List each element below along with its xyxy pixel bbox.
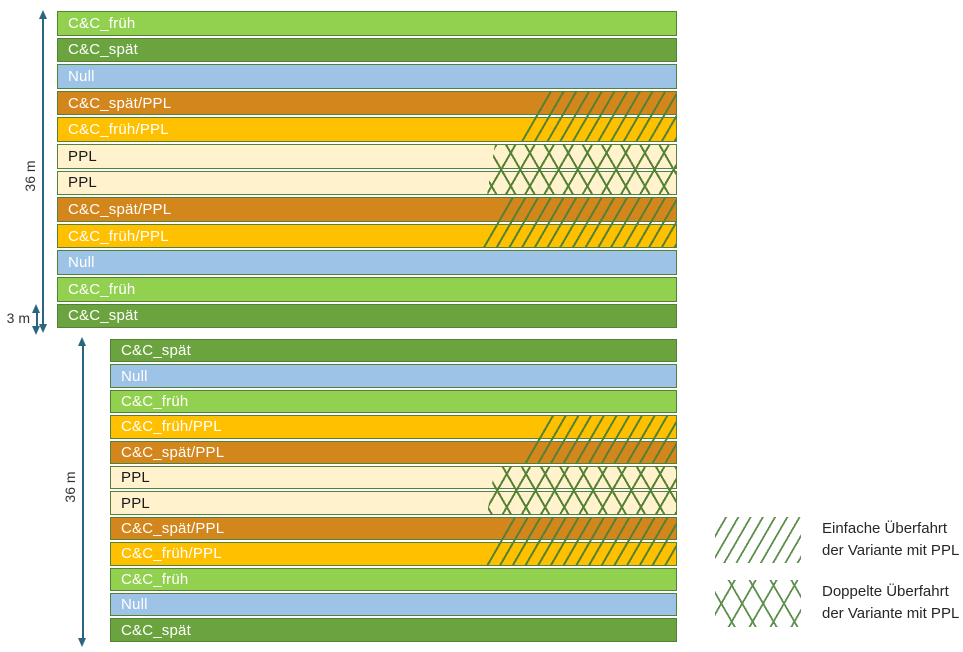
- strip-label: Null: [68, 254, 95, 272]
- strip-label: PPL: [121, 494, 150, 512]
- strip-label: C&C_früh/PPL: [68, 121, 169, 139]
- legend-label-line: der Variante mit PPL: [822, 542, 960, 559]
- legend-label-line: Einfache Überfahrt: [822, 520, 948, 537]
- legend-label-line: der Variante mit PPL: [822, 605, 960, 622]
- strip-ppl: PPL: [110, 466, 677, 490]
- strip-label: PPL: [68, 174, 97, 192]
- arrow-line: [81, 345, 84, 639]
- strip-cc_spaet: C&C_spät: [110, 339, 677, 363]
- cross-hatch-swatch-icon: [715, 580, 801, 627]
- strip-null: Null: [57, 250, 677, 275]
- strip-cc_spaet: C&C_spät: [57, 37, 677, 63]
- strip-label: C&C_spät: [68, 307, 138, 325]
- strip-ppl: PPL: [57, 170, 677, 196]
- arrowhead-up-icon: [38, 10, 47, 19]
- legend: Einfache Überfahrt der Variante mit PPL …: [715, 517, 963, 629]
- arrowhead-down-icon: [78, 638, 86, 647]
- legend-item-single-hatch: Einfache Überfahrt der Variante mit PPL: [715, 517, 963, 563]
- legend-item-cross-hatch: Doppelte Überfahrt der Variante mit PPL: [715, 580, 963, 627]
- legend-label-single: Einfache Überfahrt der Variante mit PPL: [822, 518, 959, 562]
- legend-label-line: Doppelte Überfahrt: [822, 583, 949, 600]
- strip-ppl: PPL: [110, 491, 677, 515]
- strip-label: C&C_früh: [68, 14, 136, 32]
- strip-label: C&C_früh: [121, 570, 189, 588]
- strip-label: Null: [121, 367, 148, 385]
- strip-cc_spaet_ppl: C&C_spät/PPL: [57, 197, 677, 222]
- dimension-arrow-block2: [78, 337, 87, 647]
- arrowhead-up-icon: [78, 337, 86, 346]
- strip-ppl: PPL: [57, 144, 677, 169]
- strip-cc_frueh: C&C_früh: [57, 277, 677, 302]
- strip-cc_frueh: C&C_früh: [110, 567, 677, 591]
- strip-label: C&C_früh: [121, 392, 189, 410]
- strip-null: Null: [110, 593, 677, 617]
- strip-label: C&C_früh/PPL: [121, 418, 222, 436]
- strip-label: C&C_früh/PPL: [121, 545, 222, 563]
- strip-label: Null: [121, 596, 148, 614]
- strip-cc_frueh: C&C_früh: [57, 11, 677, 36]
- arrow-line: [42, 18, 44, 325]
- dimension-label-strip-3m: 3 m: [6, 310, 30, 326]
- strip-label: C&C_spät/PPL: [68, 94, 172, 112]
- strip-label: PPL: [68, 147, 97, 165]
- single-hatch-swatch-icon: [715, 517, 801, 563]
- block-1: C&C_früh C&C_spät Null C&C_spät/PPL C&C_früh…: [57, 11, 677, 330]
- strip-label: C&C_früh/PPL: [68, 227, 169, 245]
- strip-cc_frueh_ppl: C&C_früh/PPL: [57, 117, 677, 142]
- strip-null: Null: [110, 364, 677, 388]
- strip-label: C&C_spät/PPL: [68, 200, 172, 218]
- strip-label: C&C_spät: [68, 41, 138, 59]
- strip-null: Null: [57, 64, 677, 89]
- dimension-label-block2-36m: 36 m: [62, 471, 78, 503]
- dimension-label-block1-36m: 36 m: [22, 160, 38, 192]
- strip-cc_frueh_ppl: C&C_früh/PPL: [110, 542, 677, 566]
- strip-cc_spaet_ppl: C&C_spät/PPL: [110, 440, 677, 464]
- dimension-arrow-strip: [32, 304, 41, 335]
- strip-cc_frueh: C&C_früh: [110, 389, 677, 414]
- strip-label: C&C_früh: [68, 280, 136, 298]
- strip-label: C&C_spät: [121, 621, 191, 639]
- strip-cc_frueh_ppl: C&C_früh/PPL: [57, 223, 677, 249]
- arrowhead-up-icon: [32, 304, 40, 313]
- dimension-arrow-block1: [38, 10, 48, 333]
- arrowhead-down-icon: [32, 326, 40, 335]
- arrow-line: [35, 312, 38, 327]
- strip-cc_spaet_ppl: C&C_spät/PPL: [110, 516, 677, 541]
- strip-cc_spaet_ppl: C&C_spät/PPL: [57, 90, 677, 116]
- block-2: C&C_spät Null C&C_früh C&C_früh/PPL C&C_spät…: [110, 339, 677, 644]
- strip-cc_frueh_ppl: C&C_früh/PPL: [110, 415, 677, 439]
- strip-cc_spaet: C&C_spät: [110, 618, 677, 642]
- strip-label: C&C_spät/PPL: [121, 519, 225, 537]
- legend-label-cross: Doppelte Überfahrt der Variante mit PPL: [822, 581, 959, 625]
- arrowhead-down-icon: [38, 324, 47, 333]
- strip-cc_spaet: C&C_spät: [57, 303, 677, 329]
- strip-label: C&C_spät/PPL: [121, 443, 225, 461]
- strip-label: C&C_spät: [121, 342, 191, 360]
- strip-label: Null: [68, 67, 95, 85]
- strip-label: PPL: [121, 469, 150, 487]
